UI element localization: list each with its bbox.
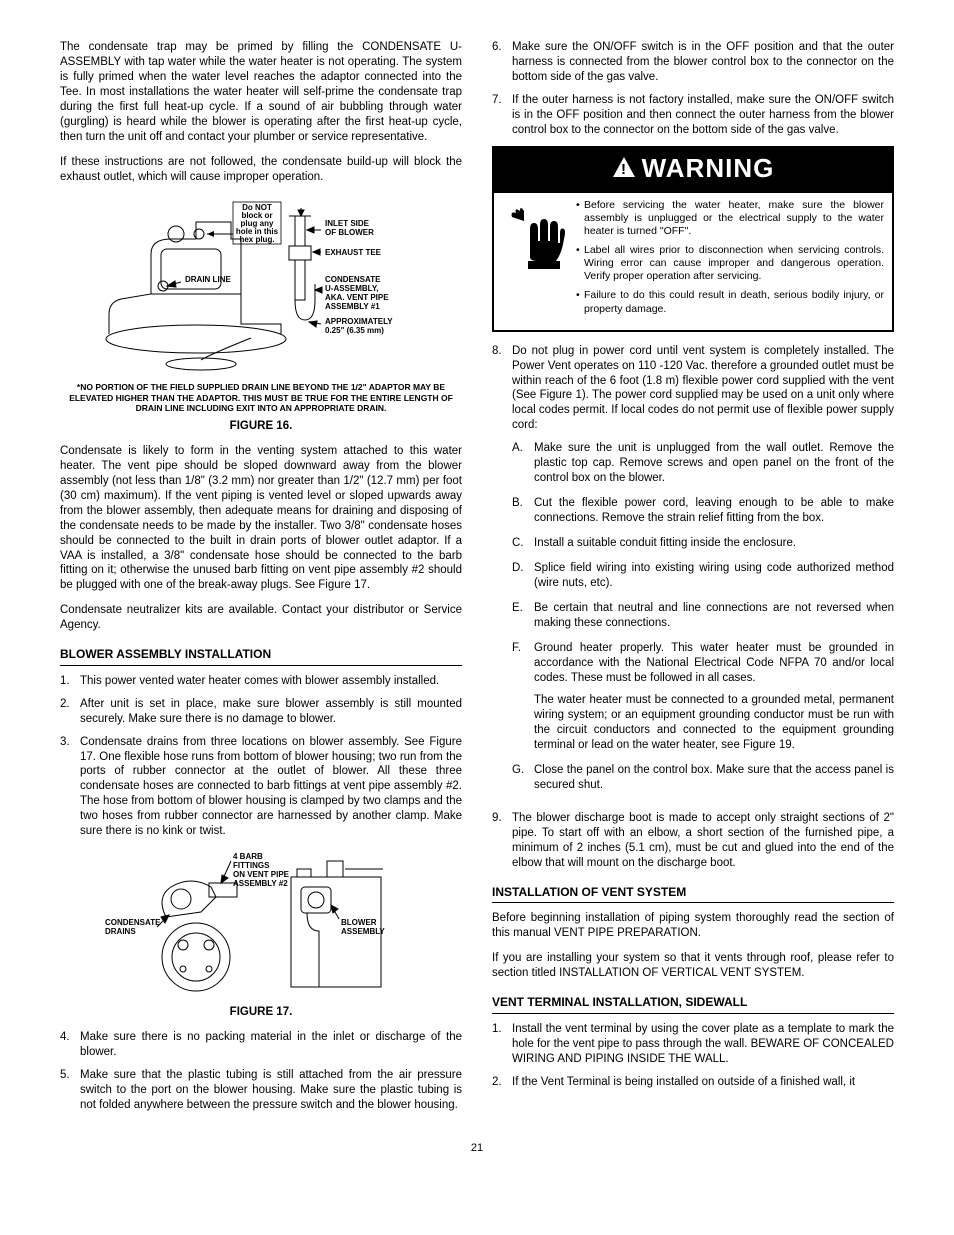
- svg-text:4 BARB: 4 BARB: [233, 852, 263, 861]
- list-item: If the Vent Terminal is being installed …: [512, 1075, 894, 1090]
- page-columns: The condensate trap may be primed by fil…: [60, 40, 894, 1121]
- warning-text: •Before servicing the water heater, make…: [576, 199, 884, 322]
- right-list-8: 8. Do not plug in power cord until vent …: [492, 344, 894, 871]
- warning-bullet: Before servicing the water heater, make …: [584, 199, 884, 238]
- svg-text:DRAIN LINE: DRAIN LINE: [185, 275, 231, 284]
- svg-text:CONDENSATE: CONDENSATE: [105, 918, 161, 927]
- page-number: 21: [60, 1141, 894, 1155]
- svg-text:ASSEMBLY #2: ASSEMBLY #2: [233, 879, 288, 888]
- figure-16-caption: FIGURE 16.: [60, 419, 462, 434]
- list-item: Make sure the ON/OFF switch is in the OF…: [512, 40, 894, 85]
- svg-text:ASSEMBLY #1: ASSEMBLY #1: [325, 302, 380, 311]
- paragraph: Before beginning installation of piping …: [492, 911, 894, 941]
- svg-text:!: !: [621, 161, 627, 178]
- warning-bullet: Label all wires prior to disconnection w…: [584, 244, 884, 283]
- svg-text:AKA. VENT PIPE: AKA. VENT PIPE: [325, 293, 389, 302]
- svg-text:ON VENT PIPE: ON VENT PIPE: [233, 870, 290, 879]
- warning-title: WARNING: [642, 153, 775, 183]
- blower-list: 1.This power vented water heater comes w…: [60, 674, 462, 839]
- list-item: Condensate drains from three locations o…: [80, 735, 462, 840]
- right-column: 6.Make sure the ON/OFF switch is in the …: [492, 40, 894, 1121]
- blower-list-cont: 4.Make sure there is no packing material…: [60, 1030, 462, 1113]
- svg-text:U-ASSEMBLY,: U-ASSEMBLY,: [325, 284, 379, 293]
- list-item: This power vented water heater comes wit…: [80, 674, 462, 689]
- figure-16-note: *NO PORTION OF THE FIELD SUPPLIED DRAIN …: [60, 382, 462, 413]
- paragraph: If these instructions are not followed, …: [60, 155, 462, 185]
- paragraph: The condensate trap may be primed by fil…: [60, 40, 462, 145]
- list-item: Install the vent terminal by using the c…: [512, 1022, 894, 1067]
- svg-text:0.25" (6.35 mm): 0.25" (6.35 mm): [325, 326, 384, 335]
- list-item: If the outer harness is not factory inst…: [512, 93, 894, 138]
- svg-text:CONDENSATE: CONDENSATE: [325, 275, 381, 284]
- figure-17: 4 BARB FITTINGS ON VENT PIPE ASSEMBLY #2…: [60, 847, 462, 997]
- blower-heading: BLOWER ASSEMBLY INSTALLATION: [60, 647, 462, 666]
- vent-terminal-heading: VENT TERMINAL INSTALLATION, SIDEWALL: [492, 995, 894, 1014]
- right-list-top: 6.Make sure the ON/OFF switch is in the …: [492, 40, 894, 138]
- left-column: The condensate trap may be primed by fil…: [60, 40, 462, 1121]
- sub-list: A.Make sure the unit is unplugged from t…: [512, 441, 894, 793]
- warning-box: ! WARNING •Before servicing the water he…: [492, 146, 894, 332]
- warning-triangle-icon: !: [612, 153, 636, 187]
- sub-paragraph: The water heater must be connected to a …: [534, 693, 894, 753]
- list-item: After unit is set in place, make sure bl…: [80, 697, 462, 727]
- svg-text:EXHAUST TEE: EXHAUST TEE: [325, 248, 382, 257]
- list-item: The blower discharge boot is made to acc…: [512, 811, 894, 871]
- warning-bullet: Failure to do this could result in death…: [584, 289, 884, 315]
- sub-item: Ground heater properly. This water heate…: [534, 641, 894, 754]
- sub-item: Be certain that neutral and line connect…: [534, 601, 894, 631]
- svg-text:hex plug.: hex plug.: [239, 235, 274, 244]
- list-item: Make sure there is no packing material i…: [80, 1030, 462, 1060]
- figure-17-caption: FIGURE 17.: [60, 1005, 462, 1020]
- sub-item: Splice field wiring into existing wiring…: [534, 561, 894, 591]
- list-item: Make sure that the plastic tubing is sti…: [80, 1068, 462, 1113]
- warning-header: ! WARNING: [494, 148, 892, 193]
- burn-hand-icon: [500, 199, 570, 322]
- svg-text:ASSEMBLY: ASSEMBLY: [341, 927, 385, 936]
- svg-text:BLOWER: BLOWER: [341, 918, 377, 927]
- sub-item: Cut the flexible power cord, leaving eno…: [534, 496, 894, 526]
- svg-text:INLET SIDE: INLET SIDE: [325, 219, 370, 228]
- svg-text:APPROXIMATELY: APPROXIMATELY: [325, 317, 393, 326]
- paragraph: If you are installing your system so tha…: [492, 951, 894, 981]
- terminal-list: 1.Install the vent terminal by using the…: [492, 1022, 894, 1090]
- svg-text:OF BLOWER: OF BLOWER: [325, 228, 374, 237]
- sub-item: Make sure the unit is unplugged from the…: [534, 441, 894, 486]
- list-item: Do not plug in power cord until vent sys…: [512, 344, 894, 803]
- paragraph: Condensate is likely to form in the vent…: [60, 444, 462, 593]
- paragraph: Condensate neutralizer kits are availabl…: [60, 603, 462, 633]
- vent-system-heading: INSTALLATION OF VENT SYSTEM: [492, 885, 894, 904]
- svg-text:FITTINGS: FITTINGS: [233, 861, 270, 870]
- sub-item: Install a suitable conduit fitting insid…: [534, 536, 894, 551]
- figure-16: Do NOT block or plug any hole in this he…: [60, 194, 462, 374]
- svg-text:DRAINS: DRAINS: [105, 927, 136, 936]
- sub-item: Close the panel on the control box. Make…: [534, 763, 894, 793]
